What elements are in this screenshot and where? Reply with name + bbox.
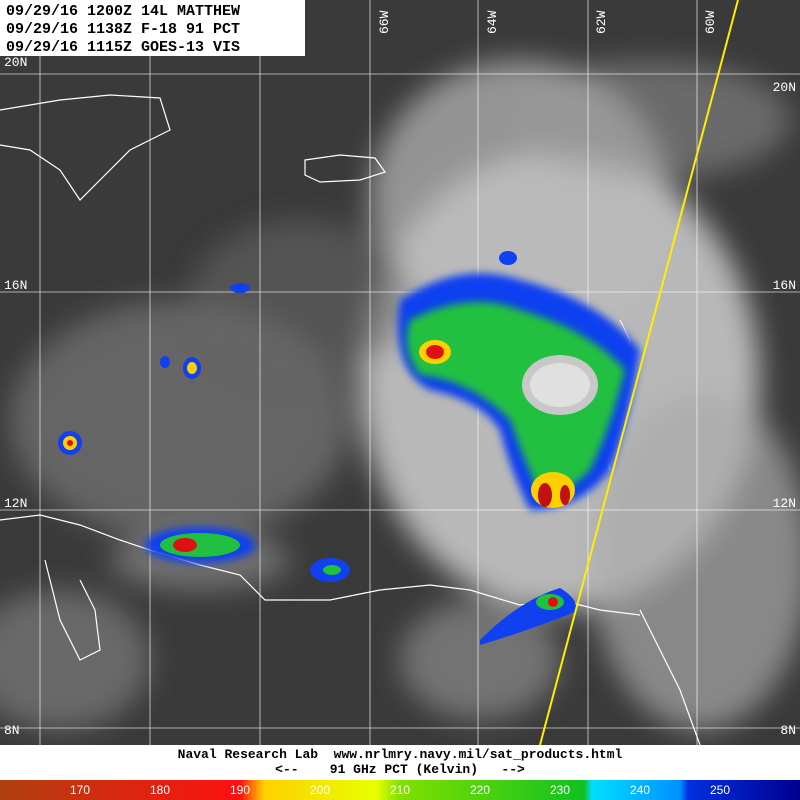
colorbar-label: 220	[470, 783, 490, 797]
lat-label: 16N	[773, 278, 796, 293]
pct-overlay	[58, 251, 640, 645]
colorbar-label: 180	[150, 783, 170, 797]
header-line: 09/29/16 1115Z GOES-13 VIS	[6, 39, 240, 56]
swath-edge	[539, 0, 739, 746]
credit: Naval Research Lab www.nrlmry.navy.mil/s…	[178, 747, 623, 762]
lat-label: 12N	[4, 496, 27, 511]
colorbar-label: 200	[310, 783, 330, 797]
footer	[0, 745, 800, 780]
header-line: 09/29/16 1200Z 14L MATTHEW	[6, 3, 240, 20]
colorbar-labels: 170 180 190 200 210 220 230 240 250	[70, 783, 730, 797]
colorbar	[0, 780, 800, 800]
colorbar-label: 170	[70, 783, 90, 797]
lat-label: 20N	[773, 80, 796, 95]
header-box	[0, 0, 305, 56]
colorbar-label: 190	[230, 783, 250, 797]
lon-label: 60W	[703, 10, 718, 34]
header-line: 09/29/16 1138Z F-18 91 PCT	[6, 21, 240, 38]
lat-label: 20N	[4, 55, 27, 70]
lat-label: 12N	[773, 496, 796, 511]
colorbar-label: 250	[710, 783, 730, 797]
lat-label: 16N	[4, 278, 27, 293]
colorbar-label: 210	[390, 783, 410, 797]
lat-label: 8N	[4, 723, 20, 738]
legend-title: <-- 91 GHz PCT (Kelvin) -->	[275, 762, 525, 777]
lat-label: 8N	[780, 723, 796, 738]
colorbar-label: 240	[630, 783, 650, 797]
lon-label: 64W	[485, 10, 500, 34]
lon-label: 62W	[594, 10, 609, 34]
lon-label: 66W	[377, 10, 392, 34]
colorbar-label: 230	[550, 783, 570, 797]
